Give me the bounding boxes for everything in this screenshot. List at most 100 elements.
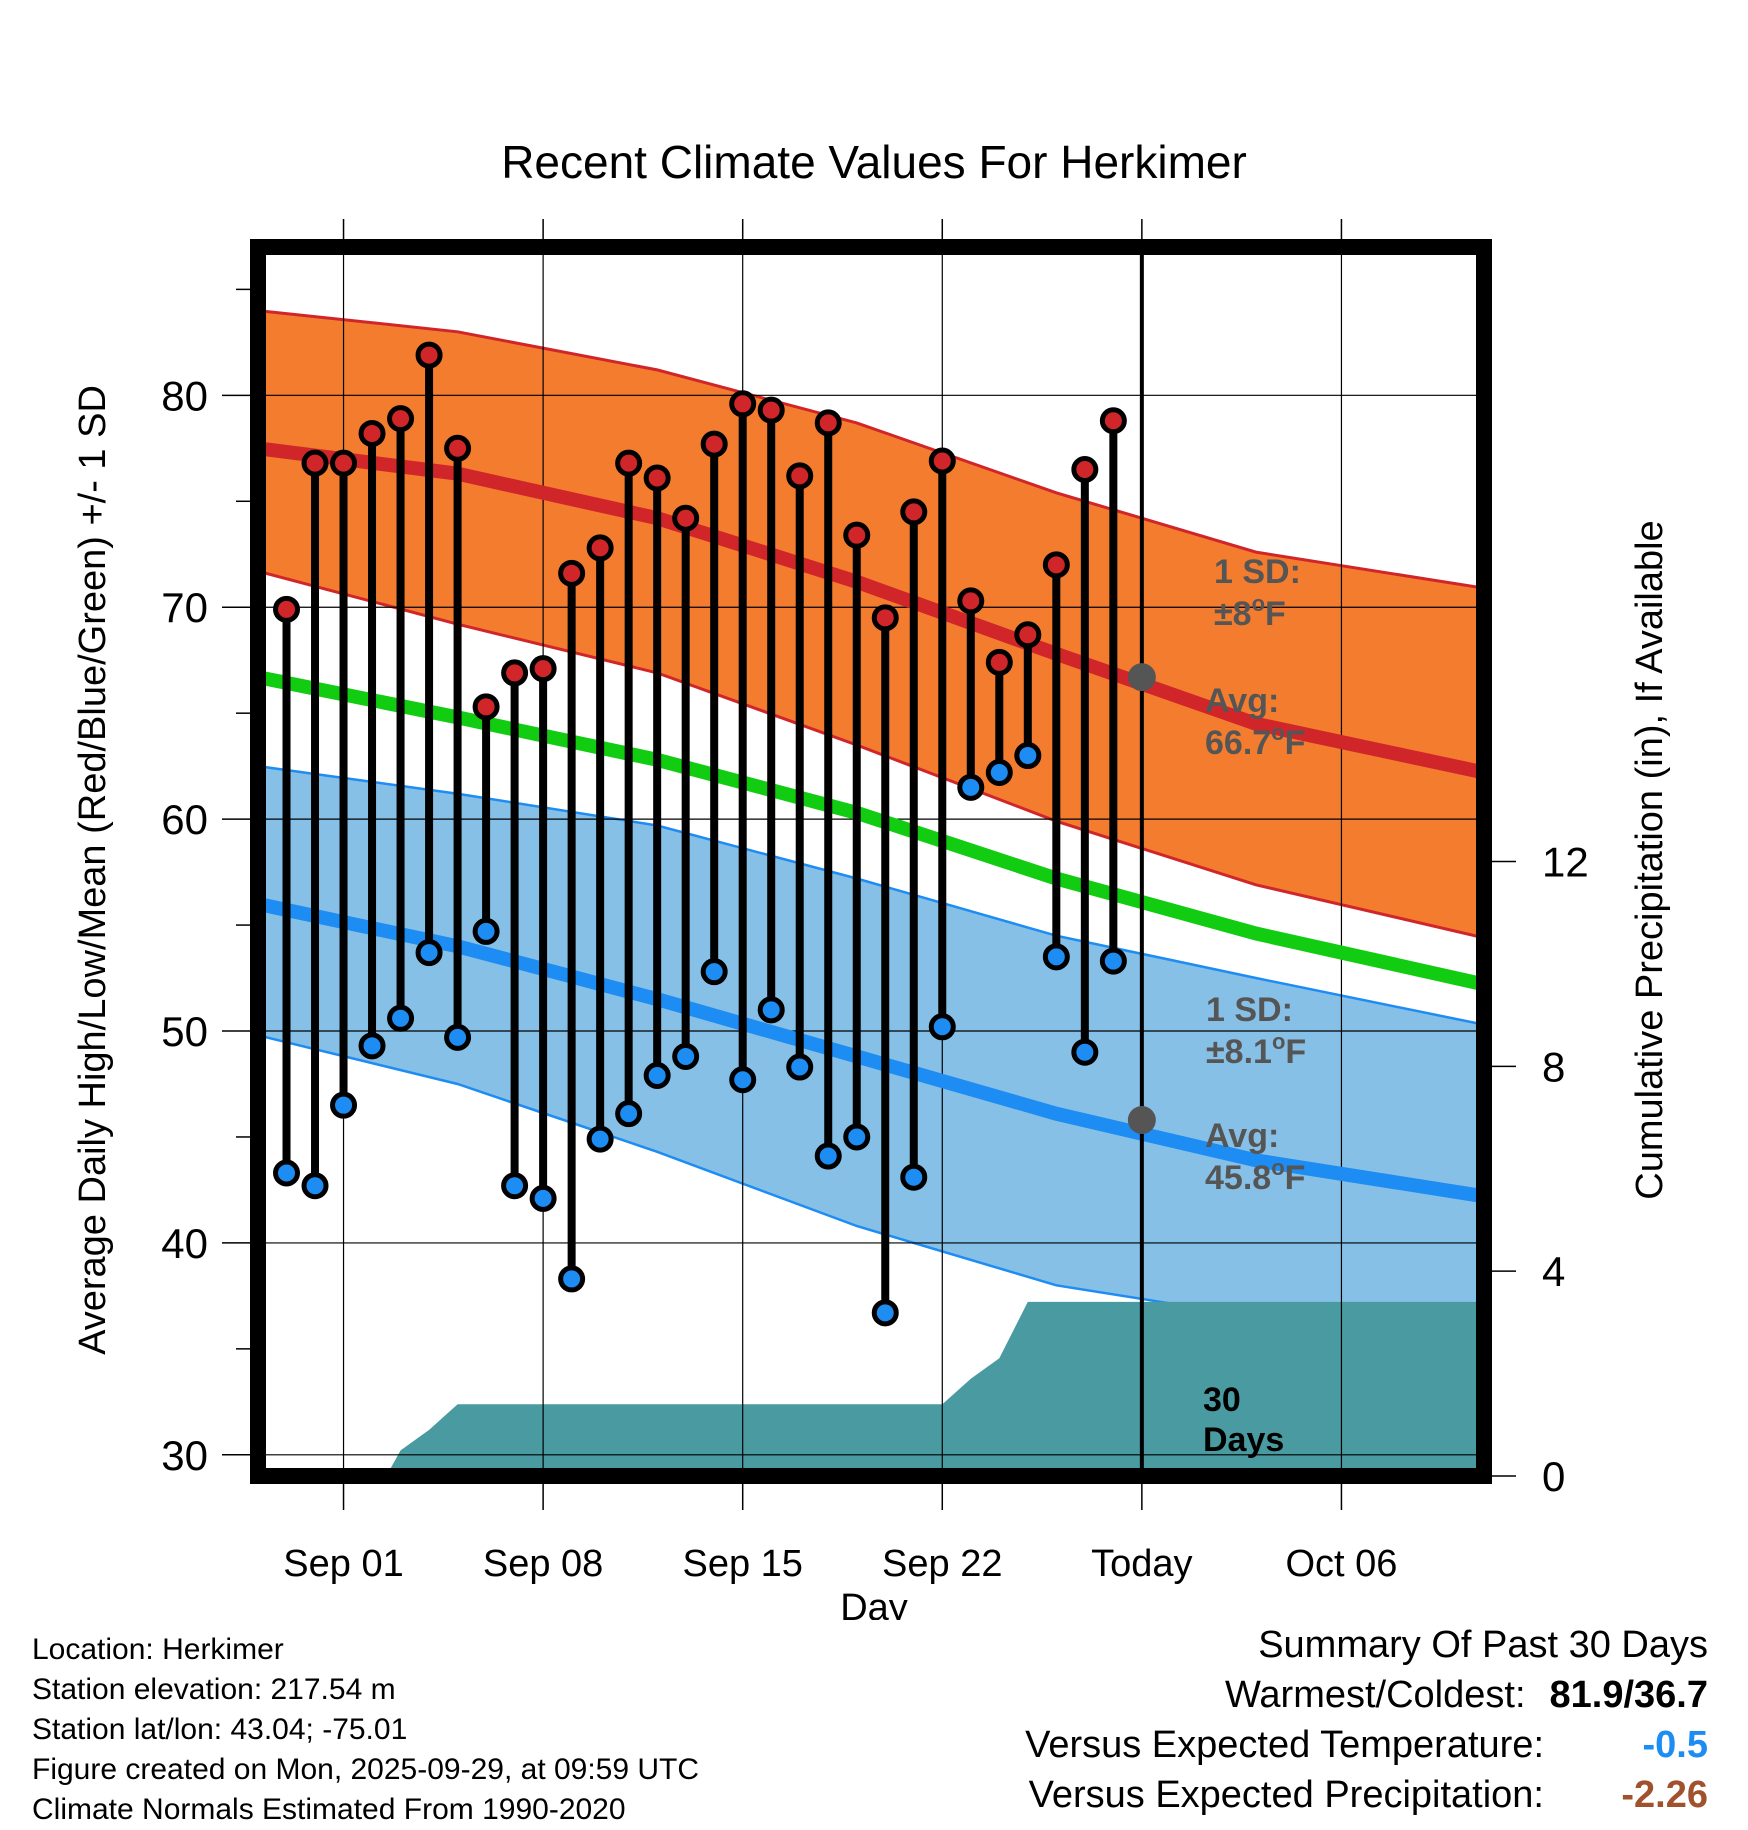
climate-chart: Recent Climate Values For Herkimer 1 SD:… xyxy=(72,136,1671,1620)
low-temp-dot xyxy=(643,1062,671,1090)
x-tick-label: Sep 01 xyxy=(283,1543,403,1585)
y-tick-label: 30 xyxy=(161,1432,208,1479)
high-temp-dot xyxy=(615,449,643,477)
warm-cold-value: 81.9/36.7 xyxy=(1549,1674,1708,1716)
low-temp-dot xyxy=(843,1123,871,1151)
x-tick-label: Sep 22 xyxy=(882,1543,1002,1585)
x-tick-label: Sep 15 xyxy=(682,1543,802,1585)
low-temp-dot xyxy=(558,1265,586,1293)
low-temp-dot xyxy=(358,1032,386,1060)
high-temp-dot xyxy=(1099,407,1127,435)
low-temp-dot xyxy=(444,1023,472,1051)
high-avg-label: Avg: xyxy=(1205,682,1279,720)
low-temp-dot xyxy=(900,1163,928,1191)
x-tick-label: Oct 06 xyxy=(1285,1543,1397,1585)
low-temp-dot xyxy=(786,1053,814,1081)
high-temp-dot xyxy=(301,449,329,477)
low-temp-dot xyxy=(472,917,500,945)
warm-cold-row: Warmest/Coldest: 81.9/36.7 xyxy=(1025,1670,1708,1720)
today-high-avg-marker xyxy=(1127,663,1156,692)
low-temp-dot xyxy=(415,939,443,967)
temp-row: Versus Expected Temperature: -0.5 xyxy=(1025,1720,1708,1770)
high-temp-dot xyxy=(729,390,757,418)
high-temp-dot xyxy=(871,604,899,632)
low-sd-value: ±8.1oF xyxy=(1206,1029,1306,1071)
y-tick-label: 60 xyxy=(161,796,208,843)
created-text: Figure created on Mon, 2025-09-29, at 09… xyxy=(32,1753,700,1786)
y-axis-label: Average Daily High/Low/Mean (Red/Blue/Gr… xyxy=(72,385,114,1355)
low-avg-label: Avg: xyxy=(1205,1117,1279,1155)
elevation-text: Station elevation: 217.54 m xyxy=(32,1673,396,1706)
high-temp-dot xyxy=(814,409,842,437)
low-temp-dot xyxy=(615,1100,643,1128)
summary-title: Summary Of Past 30 Days xyxy=(1258,1624,1708,1666)
low-temp-dot xyxy=(1099,947,1127,975)
high-sd-value: ±8oF xyxy=(1214,591,1286,633)
precip-row: Versus Expected Precipitation: -2.26 xyxy=(1025,1770,1708,1820)
high-temp-dot xyxy=(757,396,785,424)
high-temp-dot xyxy=(586,534,614,562)
low-temp-dot xyxy=(387,1004,415,1032)
low-temp-dot xyxy=(729,1066,757,1094)
y-tick-label: 40 xyxy=(161,1220,208,1267)
high-avg-value: 66.7oF xyxy=(1205,720,1305,762)
low-temp-dot xyxy=(700,958,728,986)
y-right-tick-label: 4 xyxy=(1542,1248,1565,1295)
high-temp-dot xyxy=(273,595,301,623)
precip-value: -2.26 xyxy=(1621,1774,1708,1816)
chart-title: Recent Climate Values For Herkimer xyxy=(501,136,1247,188)
high-temp-dot xyxy=(1071,455,1099,483)
high-temp-dot xyxy=(387,405,415,433)
low-temp-dot xyxy=(985,759,1013,787)
high-temp-dot xyxy=(1042,551,1070,579)
y-right-tick-label: 8 xyxy=(1542,1043,1565,1090)
today-low-avg-marker xyxy=(1127,1106,1156,1135)
y-tick-label: 50 xyxy=(161,1008,208,1055)
high-temp-dot xyxy=(786,462,814,490)
normals-text: Climate Normals Estimated From 1990-2020 xyxy=(32,1793,626,1826)
low-temp-dot xyxy=(1014,742,1042,770)
y-right-tick-label: 0 xyxy=(1542,1453,1565,1500)
latlon-text: Station lat/lon: 43.04; -75.01 xyxy=(32,1713,408,1746)
high-temp-dot xyxy=(330,449,358,477)
summary-panel: Summary Of Past 30 Days Warmest/Coldest:… xyxy=(1025,1620,1708,1820)
low-temp-dot xyxy=(273,1159,301,1187)
high-temp-dot xyxy=(358,419,386,447)
location-text: Location: Herkimer xyxy=(32,1633,284,1666)
temp-label: Versus Expected Temperature: xyxy=(1025,1724,1544,1766)
high-temp-dot xyxy=(700,430,728,458)
y-tick-label: 70 xyxy=(161,584,208,631)
temp-value: -0.5 xyxy=(1642,1724,1708,1766)
precip-label: Versus Expected Precipitation: xyxy=(1028,1774,1544,1816)
high-temp-dot xyxy=(643,464,671,492)
x-axis-label: Day xyxy=(840,1587,908,1620)
high-temp-dot xyxy=(928,447,956,475)
low-temp-dot xyxy=(757,996,785,1024)
low-temp-dot xyxy=(330,1091,358,1119)
high-temp-dot xyxy=(415,341,443,369)
warm-cold-label: Warmest/Coldest: xyxy=(1224,1674,1526,1716)
x-tick-label: Sep 08 xyxy=(483,1543,603,1585)
station-info: Location: Herkimer Station elevation: 21… xyxy=(32,1630,699,1830)
y-axis-label-right: Cumulative Precipitation (in), If Availa… xyxy=(1629,520,1671,1199)
low-avg-value: 45.8oF xyxy=(1205,1155,1305,1197)
y-tick-label: 80 xyxy=(161,372,208,419)
y-right-tick-label: 12 xyxy=(1542,839,1589,886)
low-sd-label: 1 SD: xyxy=(1206,991,1293,1029)
precipitation-area xyxy=(258,1301,1484,1476)
low-temp-dot xyxy=(957,773,985,801)
plot-frame xyxy=(250,239,1492,1484)
high-temp-dot xyxy=(957,587,985,615)
days-word-label: Days xyxy=(1203,1421,1284,1459)
high-temp-dot xyxy=(472,693,500,721)
high-temp-dot xyxy=(558,559,586,587)
low-temp-dot xyxy=(928,1013,956,1041)
low-temp-dot xyxy=(501,1172,529,1200)
high-temp-dot xyxy=(501,659,529,687)
low-temp-dot xyxy=(871,1299,899,1327)
low-temp-dot xyxy=(1071,1038,1099,1066)
days-count-label: 30 xyxy=(1203,1381,1241,1419)
high-temp-dot xyxy=(672,504,700,532)
high-temp-dot xyxy=(529,655,557,683)
